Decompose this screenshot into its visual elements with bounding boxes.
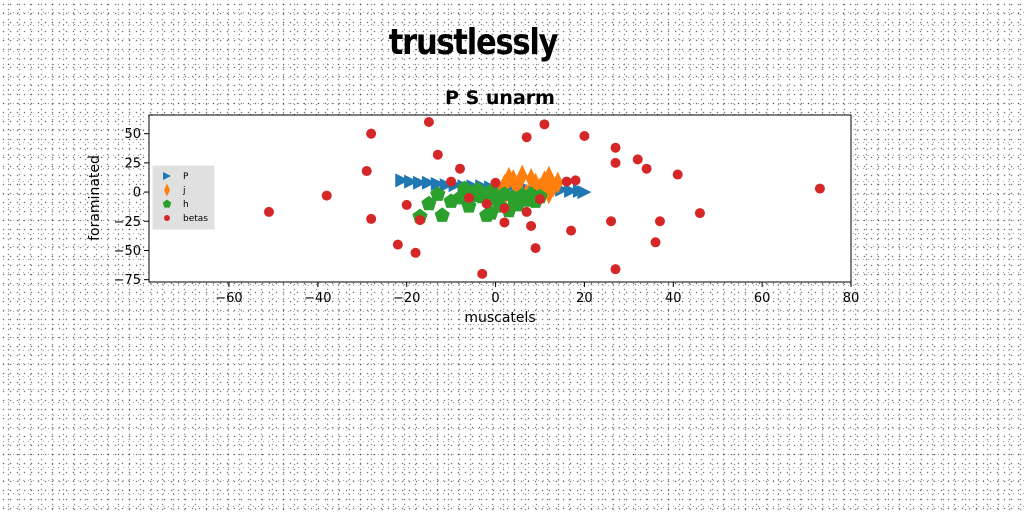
- point-betas: [499, 217, 510, 228]
- x-tick-label: 20: [576, 291, 593, 306]
- point-j: [539, 170, 550, 193]
- point-P: [577, 185, 592, 200]
- point-betas: [526, 220, 537, 231]
- y-tick-label: 0: [133, 186, 141, 201]
- point-P: [395, 173, 410, 188]
- point-betas: [423, 117, 434, 128]
- legend-label-h: h: [183, 200, 189, 210]
- legend-label-j: j: [182, 186, 186, 196]
- x-tick-label: 40: [665, 291, 682, 306]
- point-j: [530, 172, 541, 196]
- y-tick-label: 50: [124, 127, 141, 142]
- point-betas: [410, 247, 421, 258]
- point-betas: [610, 157, 621, 168]
- point-P: [404, 174, 419, 189]
- point-betas: [610, 264, 621, 275]
- point-betas: [481, 198, 492, 209]
- point-betas: [579, 131, 590, 142]
- point-betas: [530, 243, 541, 254]
- legend-marker-P: [163, 172, 171, 180]
- figure-suptitle: trustlessly: [388, 22, 559, 63]
- x-tick-label: 0: [491, 291, 499, 306]
- y-axis-label: foraminated: [87, 155, 103, 241]
- point-betas: [477, 268, 488, 279]
- point-betas: [321, 190, 332, 201]
- point-betas: [432, 149, 443, 160]
- point-betas: [463, 192, 474, 203]
- legend-marker-h: [162, 199, 172, 208]
- point-betas: [521, 206, 532, 217]
- point-betas: [539, 119, 550, 130]
- point-betas: [366, 213, 377, 224]
- y-tick-label: −25: [114, 215, 141, 230]
- legend-marker-j: [164, 183, 170, 197]
- point-betas: [455, 163, 466, 174]
- point-betas: [654, 216, 665, 227]
- x-axis-label: muscatels: [464, 310, 535, 326]
- legend-label-P: P: [183, 172, 189, 182]
- point-betas: [566, 225, 577, 236]
- point-P: [439, 178, 454, 193]
- point-betas: [521, 132, 532, 143]
- plot-frame: [148, 114, 852, 283]
- point-betas: [415, 215, 426, 226]
- point-j: [552, 171, 564, 194]
- point-betas: [606, 216, 617, 227]
- point-betas: [392, 239, 403, 250]
- point-betas: [814, 183, 825, 194]
- legend: Pjh betas: [152, 165, 215, 230]
- point-betas: [650, 237, 661, 248]
- point-betas: [561, 176, 572, 187]
- y-tick-label: −75: [114, 273, 141, 288]
- point-P: [413, 175, 428, 190]
- x-tick-label: −20: [393, 291, 420, 306]
- point-betas: [361, 166, 372, 177]
- x-tick-label: 60: [754, 291, 771, 306]
- point-j: [534, 177, 546, 200]
- point-j: [548, 175, 559, 198]
- point-P: [421, 175, 436, 190]
- data-points: [263, 117, 825, 279]
- chart-title: P S unarm: [445, 87, 555, 109]
- point-betas: [632, 154, 643, 165]
- point-h: [430, 186, 446, 201]
- point-betas: [694, 208, 705, 219]
- point-h: [434, 207, 450, 222]
- y-axis-ticks: −75 −50 −25 0 25 50: [114, 127, 149, 288]
- point-betas: [570, 175, 581, 186]
- x-tick-label: 80: [843, 291, 860, 306]
- point-betas: [263, 206, 274, 217]
- point-betas: [499, 203, 510, 214]
- point-betas: [534, 194, 545, 205]
- y-tick-label: 25: [124, 156, 141, 171]
- x-axis-ticks: −60 −40 −20 0 20 40 60 80: [215, 282, 859, 306]
- point-P: [430, 176, 445, 191]
- point-P: [564, 183, 579, 198]
- y-tick-label: −50: [114, 244, 141, 259]
- x-tick-label: −60: [215, 291, 242, 306]
- legend-marker-betas: [164, 215, 170, 221]
- point-h: [483, 205, 499, 220]
- point-betas: [641, 163, 652, 174]
- point-j: [516, 164, 528, 187]
- point-betas: [401, 199, 412, 210]
- point-j: [543, 182, 555, 205]
- legend-label-betas: betas: [183, 214, 208, 224]
- point-betas: [610, 142, 621, 153]
- point-betas: [672, 169, 683, 180]
- point-betas: [490, 177, 501, 188]
- point-betas: [446, 176, 457, 187]
- point-betas: [366, 128, 377, 139]
- x-tick-label: −40: [304, 291, 331, 306]
